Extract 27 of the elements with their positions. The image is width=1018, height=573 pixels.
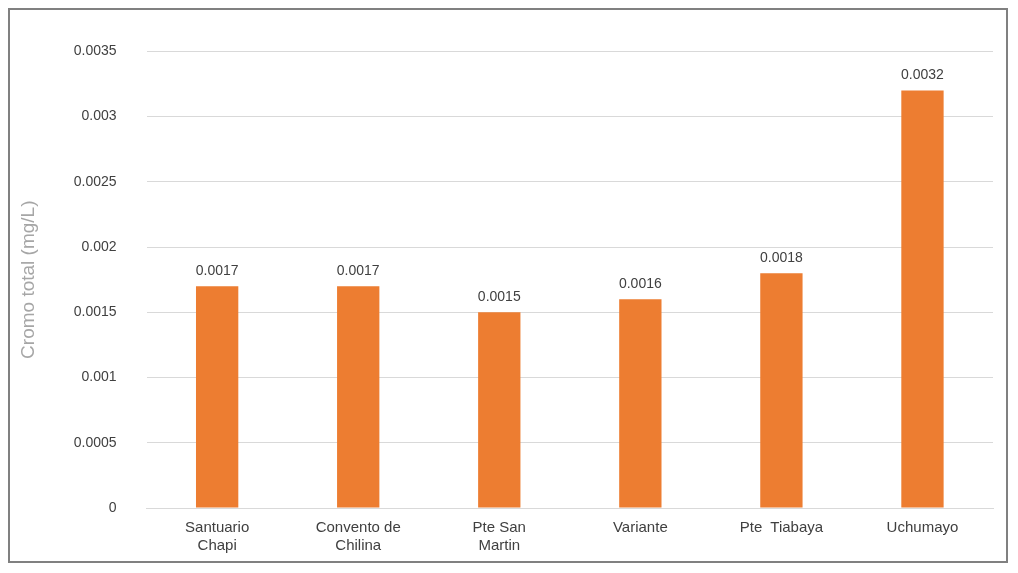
- y-tick-label: 0.002: [81, 237, 117, 254]
- x-tick-label: Convento de Chilina: [315, 518, 401, 554]
- x-tick-label: Pte Tiabaya: [739, 518, 824, 536]
- data-label: 0.0032: [901, 66, 945, 83]
- bar: [195, 286, 239, 508]
- bar: [337, 286, 380, 508]
- y-tick-label: 0.0035: [73, 42, 117, 59]
- x-tick-label: Uchumayo: [886, 518, 959, 536]
- y-tick-label: 0.0005: [73, 433, 117, 450]
- x-tick-label: Santuario Chapi: [185, 518, 250, 554]
- x-tick-label: Pte San Martin: [472, 518, 526, 554]
- y-tick-label: 0.0015: [73, 303, 117, 320]
- data-label: 0.0015: [477, 288, 521, 305]
- data-label: 0.0017: [195, 262, 239, 279]
- data-label: 0.0017: [336, 262, 380, 279]
- y-axis-title: Cromo total (mg/L): [16, 200, 38, 359]
- y-tick-label: 0.0025: [73, 172, 117, 189]
- data-label: 0.0016: [618, 275, 662, 292]
- y-tick-label: 0.003: [81, 107, 117, 124]
- x-tick-label: Variante: [612, 518, 668, 536]
- data-label: 0.0018: [759, 249, 804, 266]
- y-tick-label: 0: [108, 498, 117, 515]
- bar: [760, 273, 803, 508]
- bar: [619, 299, 662, 508]
- bar: [901, 90, 944, 508]
- bar: [478, 312, 521, 508]
- y-tick-label: 0.001: [81, 368, 117, 385]
